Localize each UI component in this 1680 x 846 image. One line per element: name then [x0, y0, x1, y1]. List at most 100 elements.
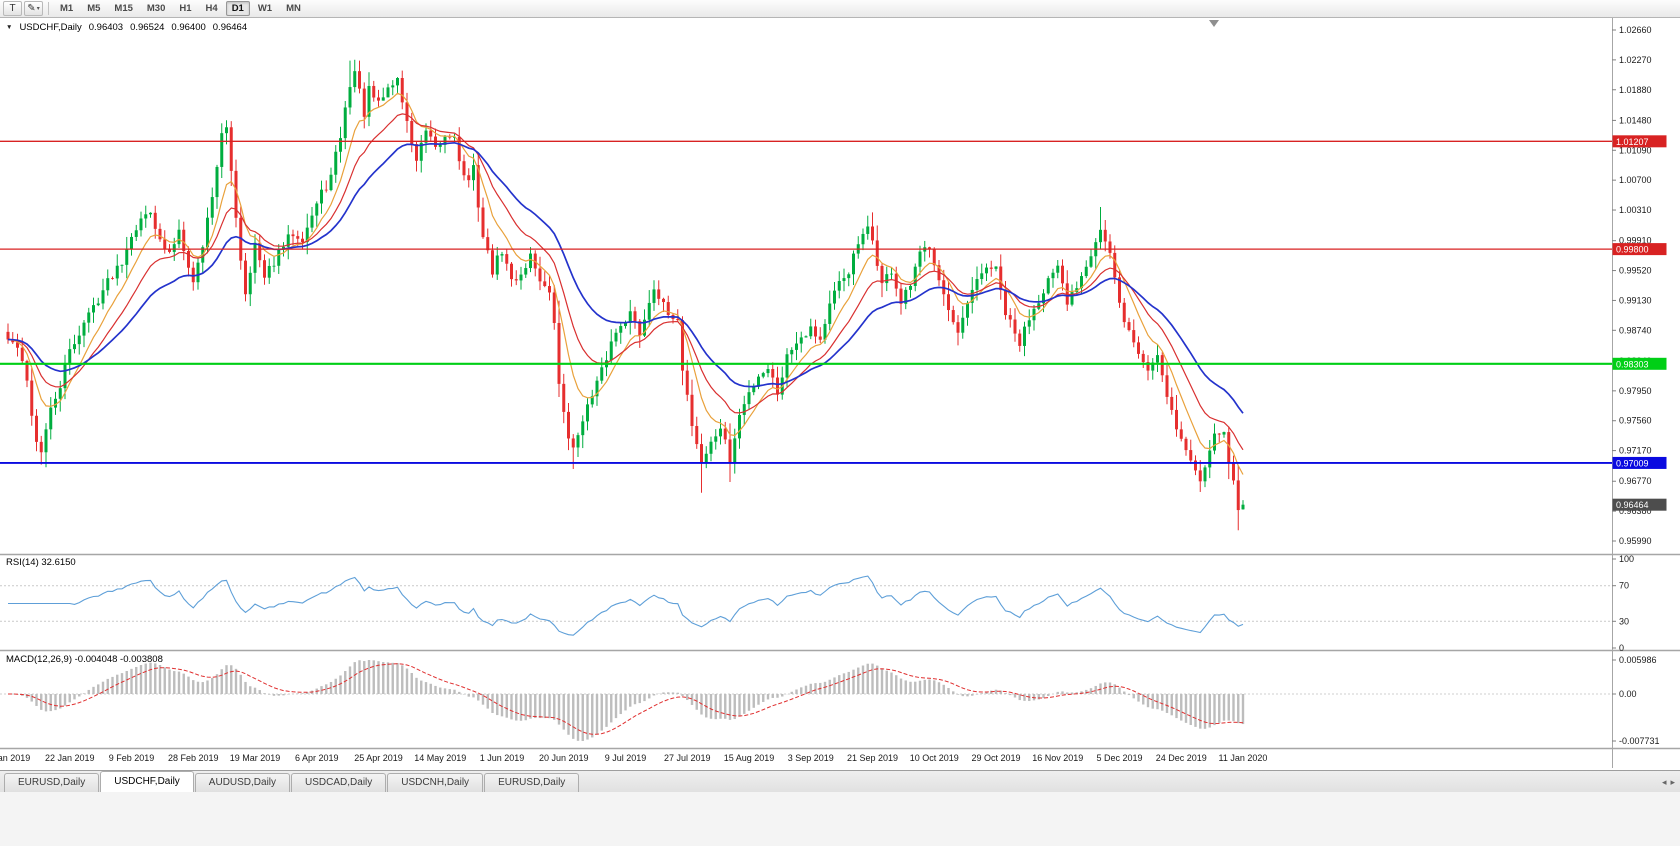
price-axis-label: 0.99910 [1619, 236, 1652, 246]
candle-body [1141, 353, 1145, 363]
candle-body [1213, 433, 1216, 451]
chart-shift-marker[interactable] [1209, 20, 1219, 27]
candle-body [700, 444, 703, 463]
candle-body [766, 369, 770, 374]
timeframe-button-w1[interactable]: W1 [252, 1, 278, 16]
candle-body [600, 367, 604, 381]
candle-body [1184, 438, 1188, 451]
candle-body [619, 326, 623, 333]
candle-body [6, 331, 10, 340]
candle-body [842, 278, 846, 282]
price-axis-label: 1.00310 [1619, 205, 1652, 215]
candle-body [505, 254, 509, 264]
candle-body [1099, 229, 1102, 243]
price-axis-label: 0.95990 [1619, 536, 1652, 546]
timeframe-button-m30[interactable]: M30 [141, 1, 171, 16]
chart-title[interactable]: ▼ USDCHF,Daily 0.96403 0.96524 0.96400 0… [6, 22, 247, 33]
candle-body [514, 279, 518, 281]
tab-scroll-right-icon[interactable]: ▸ [1670, 777, 1675, 787]
timeframe-button-group: M1 M5 M15 M30 H1 H4 D1 W1 MN [54, 1, 307, 16]
candle-body [985, 267, 988, 274]
candle-body [324, 189, 328, 191]
level-price-label-box [1612, 357, 1667, 370]
tab-usdcnh-daily[interactable]: USDCNH,Daily [387, 773, 484, 792]
candle-body [334, 151, 338, 175]
candle-body [68, 349, 72, 365]
tab-eurusd-daily[interactable]: EURUSD,Daily [4, 773, 100, 792]
date-axis-label: 3 Jan 2019 [0, 753, 30, 763]
timeframe-button-m1[interactable]: M1 [54, 1, 79, 16]
candle-body [296, 236, 300, 239]
candle-body [476, 165, 480, 208]
candle-body [1151, 362, 1155, 371]
candle-body [932, 249, 936, 266]
candle-body [348, 87, 352, 108]
timeframe-button-h4[interactable]: H4 [200, 1, 224, 16]
chevron-down-icon: ▾ [36, 6, 40, 12]
candle-body [647, 302, 651, 320]
candle-body [467, 175, 471, 181]
candle-body [652, 289, 656, 303]
candle-body [1222, 432, 1226, 435]
candle-body [35, 415, 38, 442]
candle-body [538, 268, 542, 282]
candle-body [272, 265, 276, 267]
timeframe-button-h1[interactable]: H1 [173, 1, 197, 16]
candle-body [776, 377, 779, 395]
candle-body [220, 133, 224, 167]
timeframe-button-m15[interactable]: M15 [108, 1, 138, 16]
candle-body [134, 230, 138, 237]
tab-eurusd-daily[interactable]: EURUSD,Daily [484, 773, 580, 792]
candle-body [657, 289, 661, 299]
timeframe-button-d1[interactable]: D1 [225, 1, 250, 16]
candle-body [614, 332, 618, 342]
candle-body [191, 267, 195, 283]
date-axis-label: 11 Jan 2020 [1219, 753, 1268, 763]
chart-canvas[interactable]: 1.02660 1.02270 1.01880 1.01480 1.01090 1.007… [0, 0, 1680, 770]
tab-usdcad-daily[interactable]: USDCAD,Daily [291, 773, 387, 792]
tab-scroll-left-icon[interactable]: ◂ [1661, 777, 1667, 787]
candle-body [1080, 276, 1083, 289]
candle-body [1103, 229, 1107, 242]
candle-body [111, 278, 114, 279]
tab-audusd-daily[interactable]: AUDUSD,Daily [194, 773, 291, 792]
candle-body [215, 166, 219, 198]
candle-body [415, 144, 418, 161]
candle-body [1089, 256, 1093, 267]
candle-body [685, 370, 689, 395]
tab-usdchf-daily[interactable]: USDCHF,Daily [100, 771, 194, 792]
candle-body [571, 438, 575, 448]
candle-body [519, 274, 523, 281]
candle-body [1146, 362, 1150, 371]
candle-body [695, 426, 699, 445]
price-axis-label: 0.97950 [1619, 386, 1652, 396]
main-price-pane[interactable] [6, 59, 1245, 531]
date-axis-label: 28 Feb 2019 [168, 753, 219, 763]
candle-body [196, 262, 200, 283]
timeframe-button-m5[interactable]: M5 [81, 1, 106, 16]
candle-body [125, 248, 129, 265]
candle-body [120, 264, 124, 266]
candle-body [795, 343, 798, 350]
candle-body [875, 240, 879, 266]
candle-body [362, 88, 366, 117]
candle-body [462, 161, 466, 176]
candle-body [1056, 265, 1060, 273]
candle-body [871, 226, 874, 241]
candle-body [1175, 409, 1178, 430]
candle-body [1061, 265, 1064, 284]
candle-body [928, 247, 931, 250]
candle-body [609, 341, 613, 361]
candle-body [771, 369, 775, 378]
candle-body [54, 398, 57, 408]
candle-body [1179, 429, 1183, 439]
date-axis-label: 22 Jan 2019 [45, 753, 95, 763]
candle-body [951, 310, 955, 323]
drawing-tools-button[interactable]: ✎ ▾ [24, 1, 43, 16]
candle-body [966, 302, 969, 318]
text-tool-button[interactable]: T [3, 1, 22, 16]
price-axis-label: 1.00700 [1619, 175, 1652, 185]
timeframe-button-mn[interactable]: MN [280, 1, 307, 16]
top-toolbar: T ✎ ▾ M1 M5 M15 M30 H1 H4 D1 W1 MN [0, 0, 1680, 18]
candle-body [1198, 470, 1202, 482]
